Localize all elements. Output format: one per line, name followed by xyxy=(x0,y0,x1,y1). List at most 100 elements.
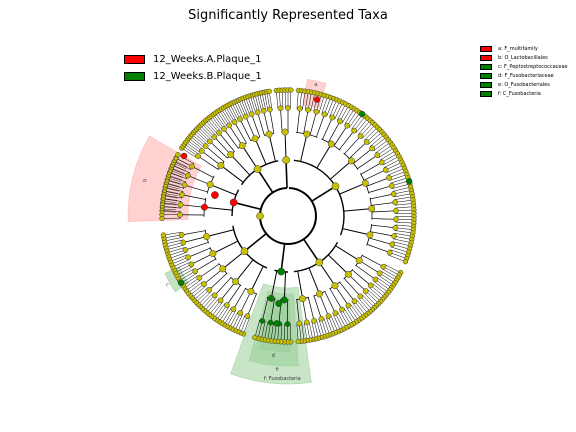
order-node xyxy=(267,319,274,326)
leaf-branch xyxy=(384,264,401,273)
phylum-branch xyxy=(256,168,274,193)
order-branch xyxy=(247,293,257,317)
order-node xyxy=(206,286,213,293)
order-branch xyxy=(339,130,355,150)
order-node xyxy=(267,106,273,113)
order-node xyxy=(244,313,251,319)
order-node xyxy=(372,276,379,283)
class-branch xyxy=(318,262,336,286)
leaf-branch xyxy=(164,193,178,196)
order-branch xyxy=(368,237,393,245)
leaf-branch xyxy=(372,136,387,149)
order-node xyxy=(357,133,364,139)
leaf-branch xyxy=(245,97,252,115)
class-branch xyxy=(212,240,239,255)
leaf-branch xyxy=(217,111,228,127)
leaf-branch xyxy=(171,168,188,176)
class-node xyxy=(219,265,227,273)
leaf-branch xyxy=(330,315,339,332)
class-branch xyxy=(222,250,245,270)
order-branch xyxy=(181,230,206,236)
order-node xyxy=(260,107,267,114)
taxa-key-item: c: F_Peptostreptococcaceae xyxy=(480,62,568,71)
leaf-branch xyxy=(168,175,186,183)
leaf-branch xyxy=(267,322,271,341)
order-node xyxy=(344,122,351,129)
leaf-branch xyxy=(165,185,180,190)
leaf-branch xyxy=(353,116,366,131)
order-branch xyxy=(191,253,214,265)
leaf-branch xyxy=(339,105,349,122)
class-branch xyxy=(209,184,237,196)
order-node xyxy=(284,321,291,327)
phylum-branch xyxy=(233,201,262,211)
class-branch xyxy=(220,165,244,183)
leaf-branch xyxy=(236,100,245,118)
leaf-branch xyxy=(169,252,187,259)
peptostreptococcaceae-node xyxy=(177,279,185,287)
leaf-branch xyxy=(323,317,330,335)
leaf-branch xyxy=(383,266,400,276)
order-node xyxy=(254,109,261,116)
leaf-branch xyxy=(316,94,322,112)
leaf-branch xyxy=(379,273,395,283)
leaf-branch xyxy=(395,206,414,209)
order-branch xyxy=(370,193,394,200)
leaf-branch xyxy=(257,93,262,112)
order-node xyxy=(285,105,291,111)
leaf-branch xyxy=(392,183,410,189)
order-branch xyxy=(366,177,390,187)
taxa-key-label: f: C_Fusobacteria xyxy=(498,90,541,97)
label-peptostreptococcaceae: c xyxy=(165,282,171,289)
leaf-branch xyxy=(388,254,406,262)
order-branch xyxy=(322,117,333,140)
class-node xyxy=(327,140,335,148)
leaf-branch xyxy=(162,200,177,203)
leaf-branch xyxy=(395,219,414,221)
order-node xyxy=(374,152,381,159)
leaf-branch xyxy=(166,244,185,251)
order-branch xyxy=(370,231,395,237)
leaf-branch xyxy=(234,313,243,331)
class-node xyxy=(247,287,255,295)
leaf-branch xyxy=(395,227,414,230)
leaf-branch xyxy=(175,264,192,273)
lactobacillales-node xyxy=(211,191,219,199)
taxa-key-swatch xyxy=(480,63,492,70)
phylum-arc xyxy=(293,159,345,236)
order-node xyxy=(177,201,184,208)
leaf-branch xyxy=(167,177,182,183)
order-node xyxy=(242,113,249,120)
taxa-key-item: b: O_Lactobacillales xyxy=(480,53,568,62)
legend-label: 12_Weeks.B.Plaque_1 xyxy=(153,70,262,82)
leaf-branch xyxy=(184,143,200,155)
order-node xyxy=(178,232,185,238)
peptostreptococcaceae-node xyxy=(358,110,366,118)
leaf-branch xyxy=(394,235,412,240)
leaf-branch xyxy=(370,285,385,298)
leaf-branch xyxy=(166,183,184,189)
order-branch xyxy=(183,236,207,243)
leaf-branch xyxy=(173,162,187,170)
leaf-branch xyxy=(318,95,325,113)
leaf-branch xyxy=(204,296,217,311)
leaf-branch xyxy=(252,95,258,113)
leaf-branch xyxy=(177,154,194,164)
leaf-branch xyxy=(393,238,412,243)
order-branch xyxy=(359,260,380,274)
leaf-branch xyxy=(342,107,352,123)
leaf-branch xyxy=(305,91,309,110)
order-branch xyxy=(348,274,366,292)
taxa-key-swatch xyxy=(480,54,492,61)
order-node xyxy=(305,107,311,113)
order-node xyxy=(224,302,230,308)
leaf-branch xyxy=(311,321,316,339)
order-node xyxy=(389,241,396,248)
order-node xyxy=(248,111,255,118)
leaf-branch xyxy=(184,277,200,289)
leaf-branch xyxy=(188,281,203,294)
order-branch xyxy=(182,194,206,200)
phylum-node xyxy=(282,156,290,164)
phylum-node xyxy=(229,198,238,207)
leaf-branch xyxy=(172,164,190,173)
